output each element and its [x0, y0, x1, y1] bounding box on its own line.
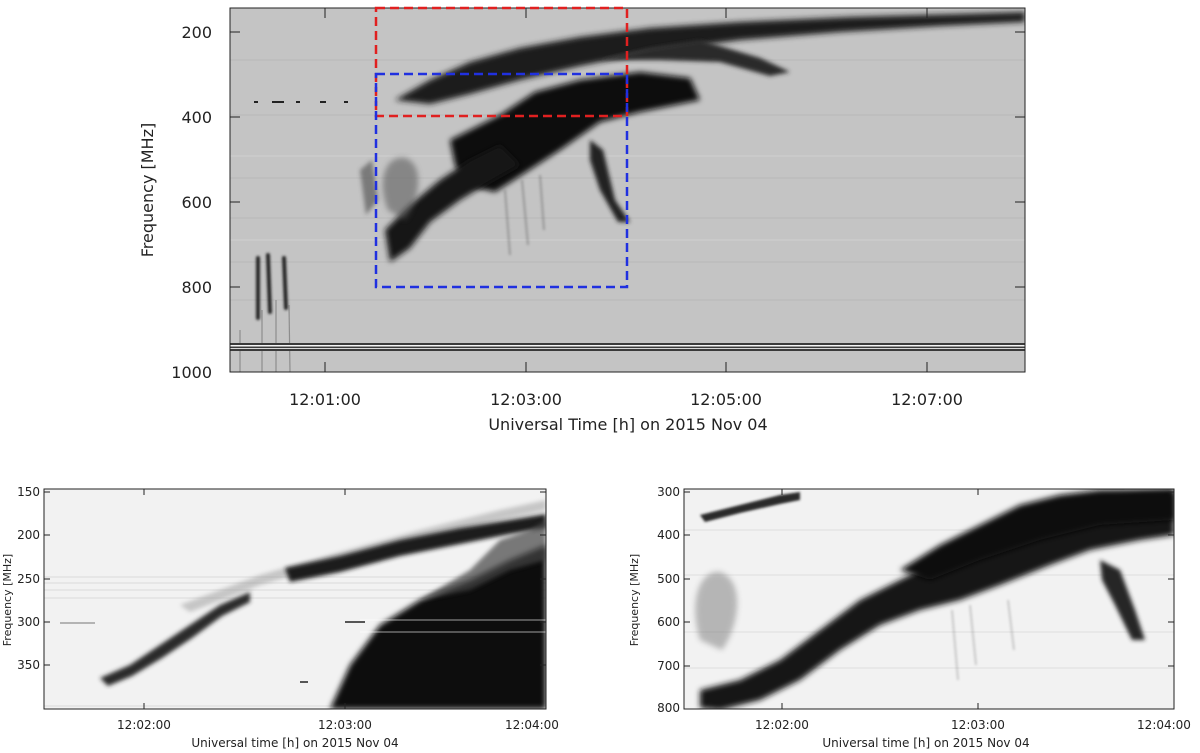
- main-panel: 200 400 600 800 1000 12:01:00 12:03:00 1…: [138, 6, 1026, 434]
- zoom-red-x-tick-label: 12:02:00: [117, 718, 171, 732]
- zoom-red-spectrogram: [44, 489, 546, 709]
- zoom-blue-x-tick-label: 12:02:00: [755, 718, 809, 732]
- main-x-tick-label: 12:07:00: [891, 390, 963, 409]
- zoom-red-x-tick-label: 12:03:00: [318, 718, 372, 732]
- zoom-panel-blue: 300 400 500 600 700 800 12:02:00 12:03:0…: [628, 485, 1191, 750]
- zoom-red-frame: [43, 488, 547, 710]
- zoom-red-y-tick-label: 200: [17, 528, 40, 542]
- zoom-red-x-axis-title: Universal time [h] on 2015 Nov 04: [191, 736, 398, 750]
- zoom-blue-x-axis-title: Universal time [h] on 2015 Nov 04: [822, 736, 1029, 750]
- zoom-blue-y-tick-label: 300: [657, 485, 680, 499]
- zoom-blue-y-tick-label: 500: [657, 572, 680, 586]
- main-x-tick-label: 12:03:00: [490, 390, 562, 409]
- zoom-blue-y-tick-label: 700: [657, 659, 680, 673]
- zoom-blue-spectrogram: [684, 489, 1174, 709]
- main-x-tick-label: 12:05:00: [690, 390, 762, 409]
- main-y-tick-label: 1000: [171, 363, 212, 382]
- zoom-red-y-axis-title: Frequency [MHz]: [1, 554, 14, 646]
- zoom-blue-y-tick-label: 800: [657, 701, 680, 715]
- main-y-tick-label: 600: [181, 193, 212, 212]
- main-x-axis-title: Universal Time [h] on 2015 Nov 04: [488, 415, 767, 434]
- main-y-tick-label: 800: [181, 278, 212, 297]
- zoom-blue-y-axis-title: Frequency [MHz]: [628, 554, 641, 646]
- main-y-axis-title: Frequency [MHz]: [138, 123, 157, 257]
- main-y-tick-label: 200: [181, 23, 212, 42]
- zoom-panel-red: 150 200 250 300 350 12:02:00 12:03:00 12…: [1, 485, 559, 750]
- zoom-red-ticks: [44, 489, 547, 709]
- blue-highlight-box: [374, 72, 629, 289]
- main-x-tick-label: 12:01:00: [289, 390, 361, 409]
- zoom-red-y-tick-label: 300: [17, 615, 40, 629]
- zoom-red-y-tick-label: 150: [17, 485, 40, 499]
- zoom-blue-x-tick-label: 12:03:00: [951, 718, 1005, 732]
- zoom-blue-x-tick-label: 12:04:00: [1137, 718, 1191, 732]
- zoom-blue-y-tick-label: 600: [657, 615, 680, 629]
- main-y-tick-label: 400: [181, 108, 212, 127]
- zoom-blue-frame: [683, 488, 1175, 710]
- red-highlight-box: [374, 6, 629, 118]
- zoom-red-y-tick-label: 250: [17, 572, 40, 586]
- main-frame: [229, 7, 1026, 373]
- main-ticks: [230, 8, 1025, 373]
- zoom-blue-y-tick-label: 400: [657, 528, 680, 542]
- zoom-red-x-tick-label: 12:04:00: [505, 718, 559, 732]
- zoom-red-y-tick-label: 350: [17, 658, 40, 672]
- zoom-blue-ticks: [684, 489, 1175, 710]
